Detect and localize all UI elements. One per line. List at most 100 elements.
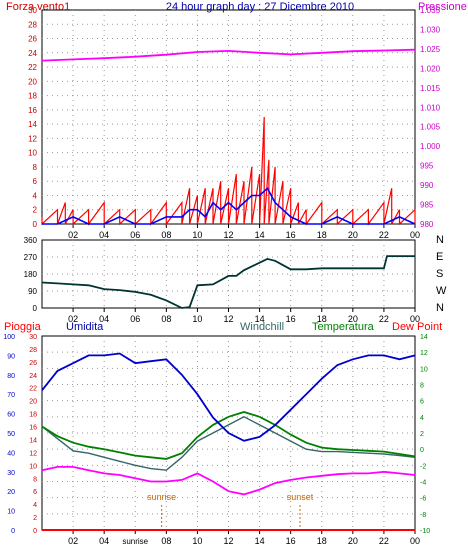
x-tick-label: 06 xyxy=(130,314,140,324)
x-tick-label: 22 xyxy=(379,536,389,546)
temp-y-tick-label: 6 xyxy=(420,399,424,406)
x-tick-label: 08 xyxy=(161,230,171,240)
humidity-y-tick-label: 70 xyxy=(7,392,15,399)
direction-compass-label: E xyxy=(436,251,443,263)
pressure-y-tick-label: 1.005 xyxy=(420,123,441,132)
pressure-series xyxy=(41,48,416,62)
wind-y-tick-label: 18 xyxy=(28,92,37,101)
windchill-series xyxy=(41,416,416,471)
x-tick-label: 18 xyxy=(317,230,327,240)
direction-compass-label: S xyxy=(436,268,443,280)
x-tick-label: 04 xyxy=(99,536,109,546)
rain-legend-label: Pioggia xyxy=(4,321,42,333)
x-tick-label: 22 xyxy=(379,230,389,240)
rain-y-tick-label: 24 xyxy=(29,373,37,380)
temp-y-tick-label: -6 xyxy=(420,496,426,503)
x-tick-label: 12 xyxy=(223,536,233,546)
pressure-axis-title: Pressione xyxy=(418,1,467,13)
direction-y-tick-label: 90 xyxy=(28,287,37,296)
x-tick-label: 02 xyxy=(68,314,78,324)
sun-annotation-label: sunset xyxy=(287,492,314,502)
temp-y-tick-label: -4 xyxy=(420,480,426,487)
wind-y-tick-label: 30 xyxy=(28,6,37,15)
wind-y-tick-label: 20 xyxy=(28,77,37,86)
humidity-legend-label: Umidita xyxy=(66,321,104,333)
x-tick-label: 08 xyxy=(161,536,171,546)
x-tick-label: 10 xyxy=(192,314,202,324)
x-tick-label: 04 xyxy=(99,314,109,324)
x-tick-label: 22 xyxy=(379,314,389,324)
x-tick-label: 10 xyxy=(192,230,202,240)
wind-y-tick-label: 0 xyxy=(33,220,38,229)
rain-y-tick-label: 18 xyxy=(29,412,37,419)
x-tick-label: 00 xyxy=(410,314,420,324)
wind-y-tick-label: 10 xyxy=(28,149,37,158)
x-tick-label: 02 xyxy=(68,230,78,240)
rain-y-tick-label: 22 xyxy=(29,386,37,393)
x-tick-label: 16 xyxy=(286,536,296,546)
x-tick-label: 00 xyxy=(410,230,420,240)
humidity-y-tick-label: 30 xyxy=(7,470,15,477)
rain-y-tick-label: 30 xyxy=(29,334,37,341)
x-tick-label: 12 xyxy=(223,230,233,240)
pressure-y-tick-label: 1.025 xyxy=(420,45,441,54)
wind-y-tick-label: 14 xyxy=(28,120,37,129)
x-tick-label: 20 xyxy=(348,230,358,240)
dewpoint-legend-label: Dew Point xyxy=(392,321,442,333)
direction-compass-label: N xyxy=(436,302,444,314)
wind-y-tick-label: 16 xyxy=(28,106,37,115)
direction-y-tick-label: 180 xyxy=(24,270,38,279)
temp-y-tick-label: -10 xyxy=(420,528,430,535)
x-tick-label: 08 xyxy=(161,314,171,324)
humidity-y-tick-label: 20 xyxy=(7,489,15,496)
pressure-y-tick-label: 1.000 xyxy=(420,142,441,151)
rain-y-tick-label: 6 xyxy=(33,489,37,496)
rain-y-tick-label: 16 xyxy=(29,425,37,432)
pressure-y-tick-label: 1.035 xyxy=(420,6,441,15)
wind-y-tick-label: 2 xyxy=(33,206,38,215)
temp-y-tick-label: 14 xyxy=(420,334,428,341)
x-tick-label: 14 xyxy=(255,230,265,240)
x-tick-label: 20 xyxy=(348,314,358,324)
rain-y-tick-label: 12 xyxy=(29,450,37,457)
temp-y-tick-label: 10 xyxy=(420,366,428,373)
temp-y-tick-label: 12 xyxy=(420,350,428,357)
pressure-y-tick-label: 1.010 xyxy=(420,103,441,112)
humidity-y-tick-label: 50 xyxy=(7,431,15,438)
wind-y-tick-label: 4 xyxy=(33,191,38,200)
x-tick-label: 20 xyxy=(348,536,358,546)
pressure-y-tick-label: 985 xyxy=(420,201,434,210)
rain-y-tick-label: 10 xyxy=(29,463,37,470)
x-tick-label: 18 xyxy=(317,314,327,324)
x-tick-label: 02 xyxy=(68,536,78,546)
pressure-y-tick-label: 1.015 xyxy=(420,84,441,93)
pressure-y-tick-label: 990 xyxy=(420,181,434,190)
direction-y-tick-label: 0 xyxy=(33,304,38,313)
wind-axis-title: Forza vento1 xyxy=(6,1,70,13)
x-tick-label: 04 xyxy=(99,230,109,240)
direction-compass-label: N xyxy=(436,234,444,246)
wind-y-tick-label: 28 xyxy=(28,20,37,29)
x-tick-label: 16 xyxy=(286,230,296,240)
windchill-legend-label: Windchill xyxy=(240,321,284,333)
direction-y-tick-label: 360 xyxy=(24,236,38,245)
rain-y-tick-label: 0 xyxy=(33,528,37,535)
wind-y-tick-label: 8 xyxy=(33,163,38,172)
wind-y-tick-label: 24 xyxy=(28,49,37,58)
humidity-y-tick-label: 100 xyxy=(3,334,15,341)
direction-compass-label: W xyxy=(436,285,447,297)
chart-title: 24 hour graph day : 27 Dicembre 2010 xyxy=(166,1,354,13)
x-tick-label: 14 xyxy=(255,536,265,546)
rain-y-tick-label: 26 xyxy=(29,360,37,367)
pressure-y-tick-label: 1.020 xyxy=(420,64,441,73)
wind-y-tick-label: 22 xyxy=(28,63,37,72)
x-tick-label: sunrise xyxy=(122,537,148,546)
wind-avg-series xyxy=(42,187,416,225)
x-tick-label: 06 xyxy=(130,230,140,240)
rain-y-tick-label: 14 xyxy=(29,437,37,444)
x-tick-label: 16 xyxy=(286,314,296,324)
x-tick-label: 10 xyxy=(192,536,202,546)
humidity-y-tick-label: 80 xyxy=(7,373,15,380)
pressure-y-tick-label: 995 xyxy=(420,162,434,171)
